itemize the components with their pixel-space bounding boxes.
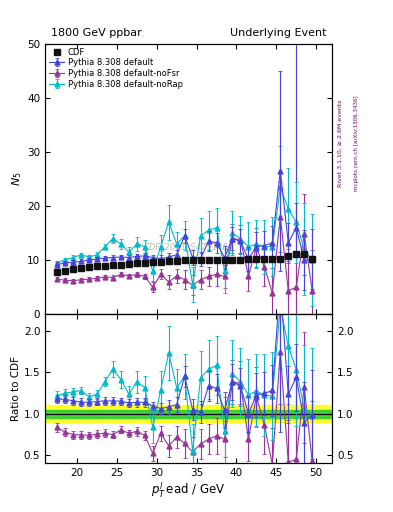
- Text: 1800 GeV ppbar: 1800 GeV ppbar: [51, 28, 142, 38]
- Y-axis label: $N_5$: $N_5$: [11, 172, 24, 186]
- Text: mcplots.cern.ch [arXiv:1306.3436]: mcplots.cern.ch [arXiv:1306.3436]: [354, 96, 359, 191]
- Text: CDF_2001_S4751469: CDF_2001_S4751469: [143, 242, 234, 251]
- Y-axis label: Ratio to CDF: Ratio to CDF: [11, 356, 21, 421]
- X-axis label: $p_T^l\,\mathrm{ead}$ / GeV: $p_T^l\,\mathrm{ead}$ / GeV: [151, 481, 226, 500]
- Text: Underlying Event: Underlying Event: [230, 28, 326, 38]
- Legend: CDF, Pythia 8.308 default, Pythia 8.308 default-noFsr, Pythia 8.308 default-noRa: CDF, Pythia 8.308 default, Pythia 8.308 …: [48, 46, 184, 90]
- Text: Rivet 3.1.10, ≥ 2.6M events: Rivet 3.1.10, ≥ 2.6M events: [338, 100, 343, 187]
